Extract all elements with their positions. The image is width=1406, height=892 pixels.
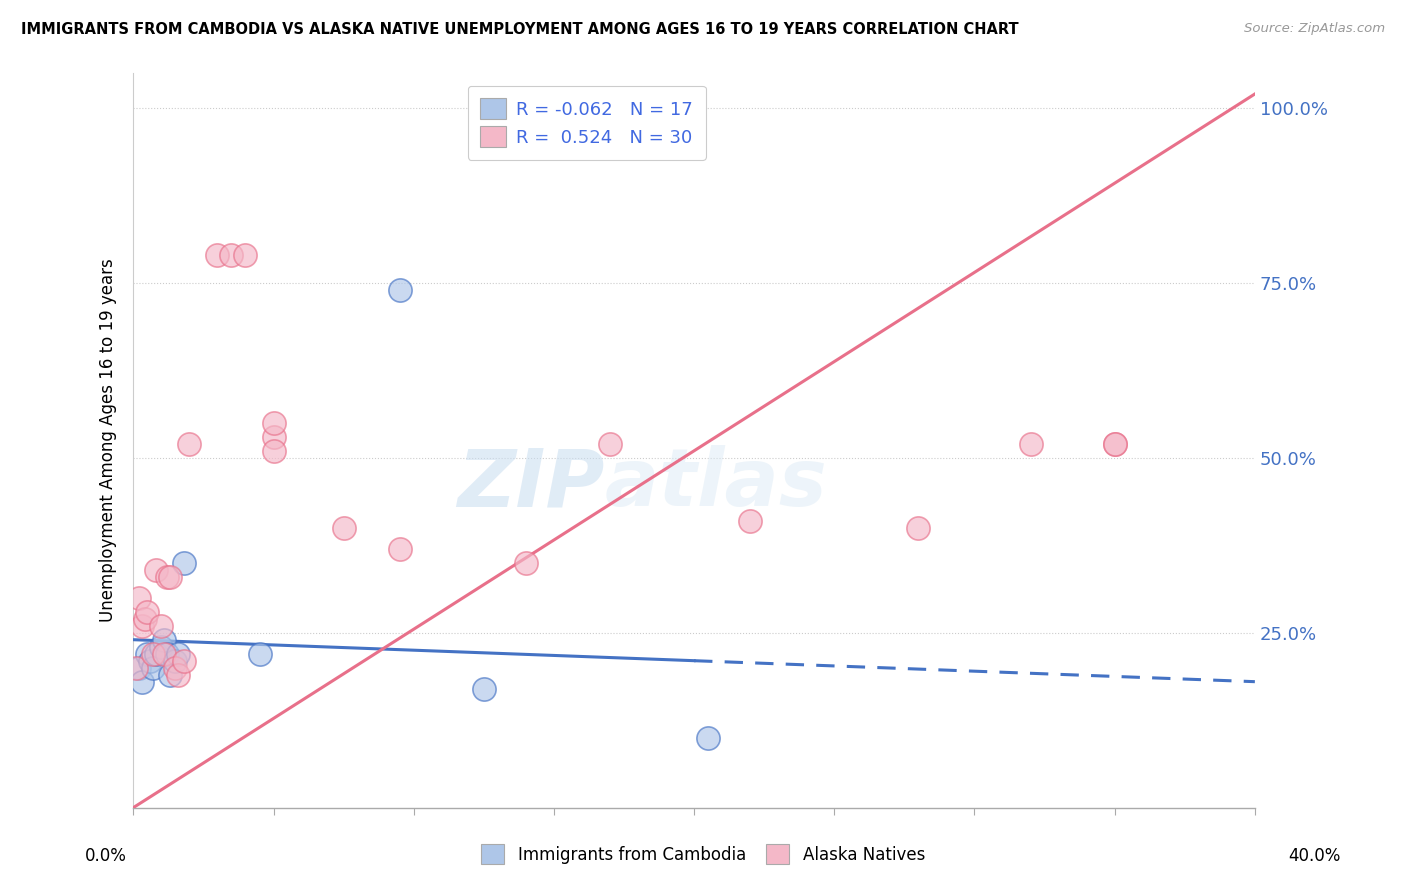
Point (131, 674, 153, 689)
Point (263, 430, 285, 444)
Point (139, 654, 162, 668)
Point (159, 570, 181, 584)
Point (740, 514, 762, 528)
Point (599, 437, 621, 451)
Point (159, 667, 181, 681)
Point (142, 647, 165, 661)
Point (472, 681, 495, 696)
Point (125, 661, 148, 675)
Point (207, 248, 229, 262)
Point (153, 632, 176, 647)
Point (150, 618, 173, 632)
Point (1019, 437, 1042, 451)
Point (165, 654, 187, 668)
Point (134, 612, 156, 626)
Point (131, 618, 153, 632)
Point (145, 563, 167, 577)
Point (173, 556, 195, 570)
Point (136, 647, 159, 661)
Y-axis label: Unemployment Among Ages 16 to 19 years: Unemployment Among Ages 16 to 19 years (100, 259, 117, 623)
Text: 40.0%: 40.0% (1288, 847, 1341, 864)
Point (142, 661, 165, 675)
Text: 0.0%: 0.0% (84, 847, 127, 864)
Point (167, 667, 190, 681)
Point (907, 521, 929, 535)
Point (1104, 437, 1126, 451)
Point (235, 248, 257, 262)
Point (128, 591, 150, 605)
Point (697, 731, 720, 745)
Point (332, 521, 354, 535)
Point (128, 661, 150, 675)
Point (263, 416, 285, 430)
Point (221, 248, 243, 262)
Point (156, 570, 179, 584)
Point (388, 283, 411, 297)
Point (167, 647, 190, 661)
Legend: Immigrants from Cambodia, Alaska Natives: Immigrants from Cambodia, Alaska Natives (474, 838, 932, 871)
Point (1104, 437, 1126, 451)
Text: ZIP: ZIP (457, 445, 605, 524)
Point (165, 661, 187, 675)
Text: atlas: atlas (605, 445, 827, 524)
Point (156, 647, 179, 661)
Text: Source: ZipAtlas.com: Source: ZipAtlas.com (1244, 22, 1385, 36)
Point (153, 647, 176, 661)
Point (388, 541, 411, 556)
Point (145, 647, 167, 661)
Legend: R = -0.062   N = 17, R =  0.524   N = 30: R = -0.062 N = 17, R = 0.524 N = 30 (468, 86, 706, 160)
Point (179, 437, 201, 451)
Point (263, 443, 285, 458)
Point (173, 654, 195, 668)
Point (150, 640, 173, 654)
Point (515, 556, 537, 570)
Text: IMMIGRANTS FROM CAMBODIA VS ALASKA NATIVE UNEMPLOYMENT AMONG AGES 16 TO 19 YEARS: IMMIGRANTS FROM CAMBODIA VS ALASKA NATIV… (21, 22, 1019, 37)
Point (136, 605, 159, 619)
Point (249, 647, 271, 661)
